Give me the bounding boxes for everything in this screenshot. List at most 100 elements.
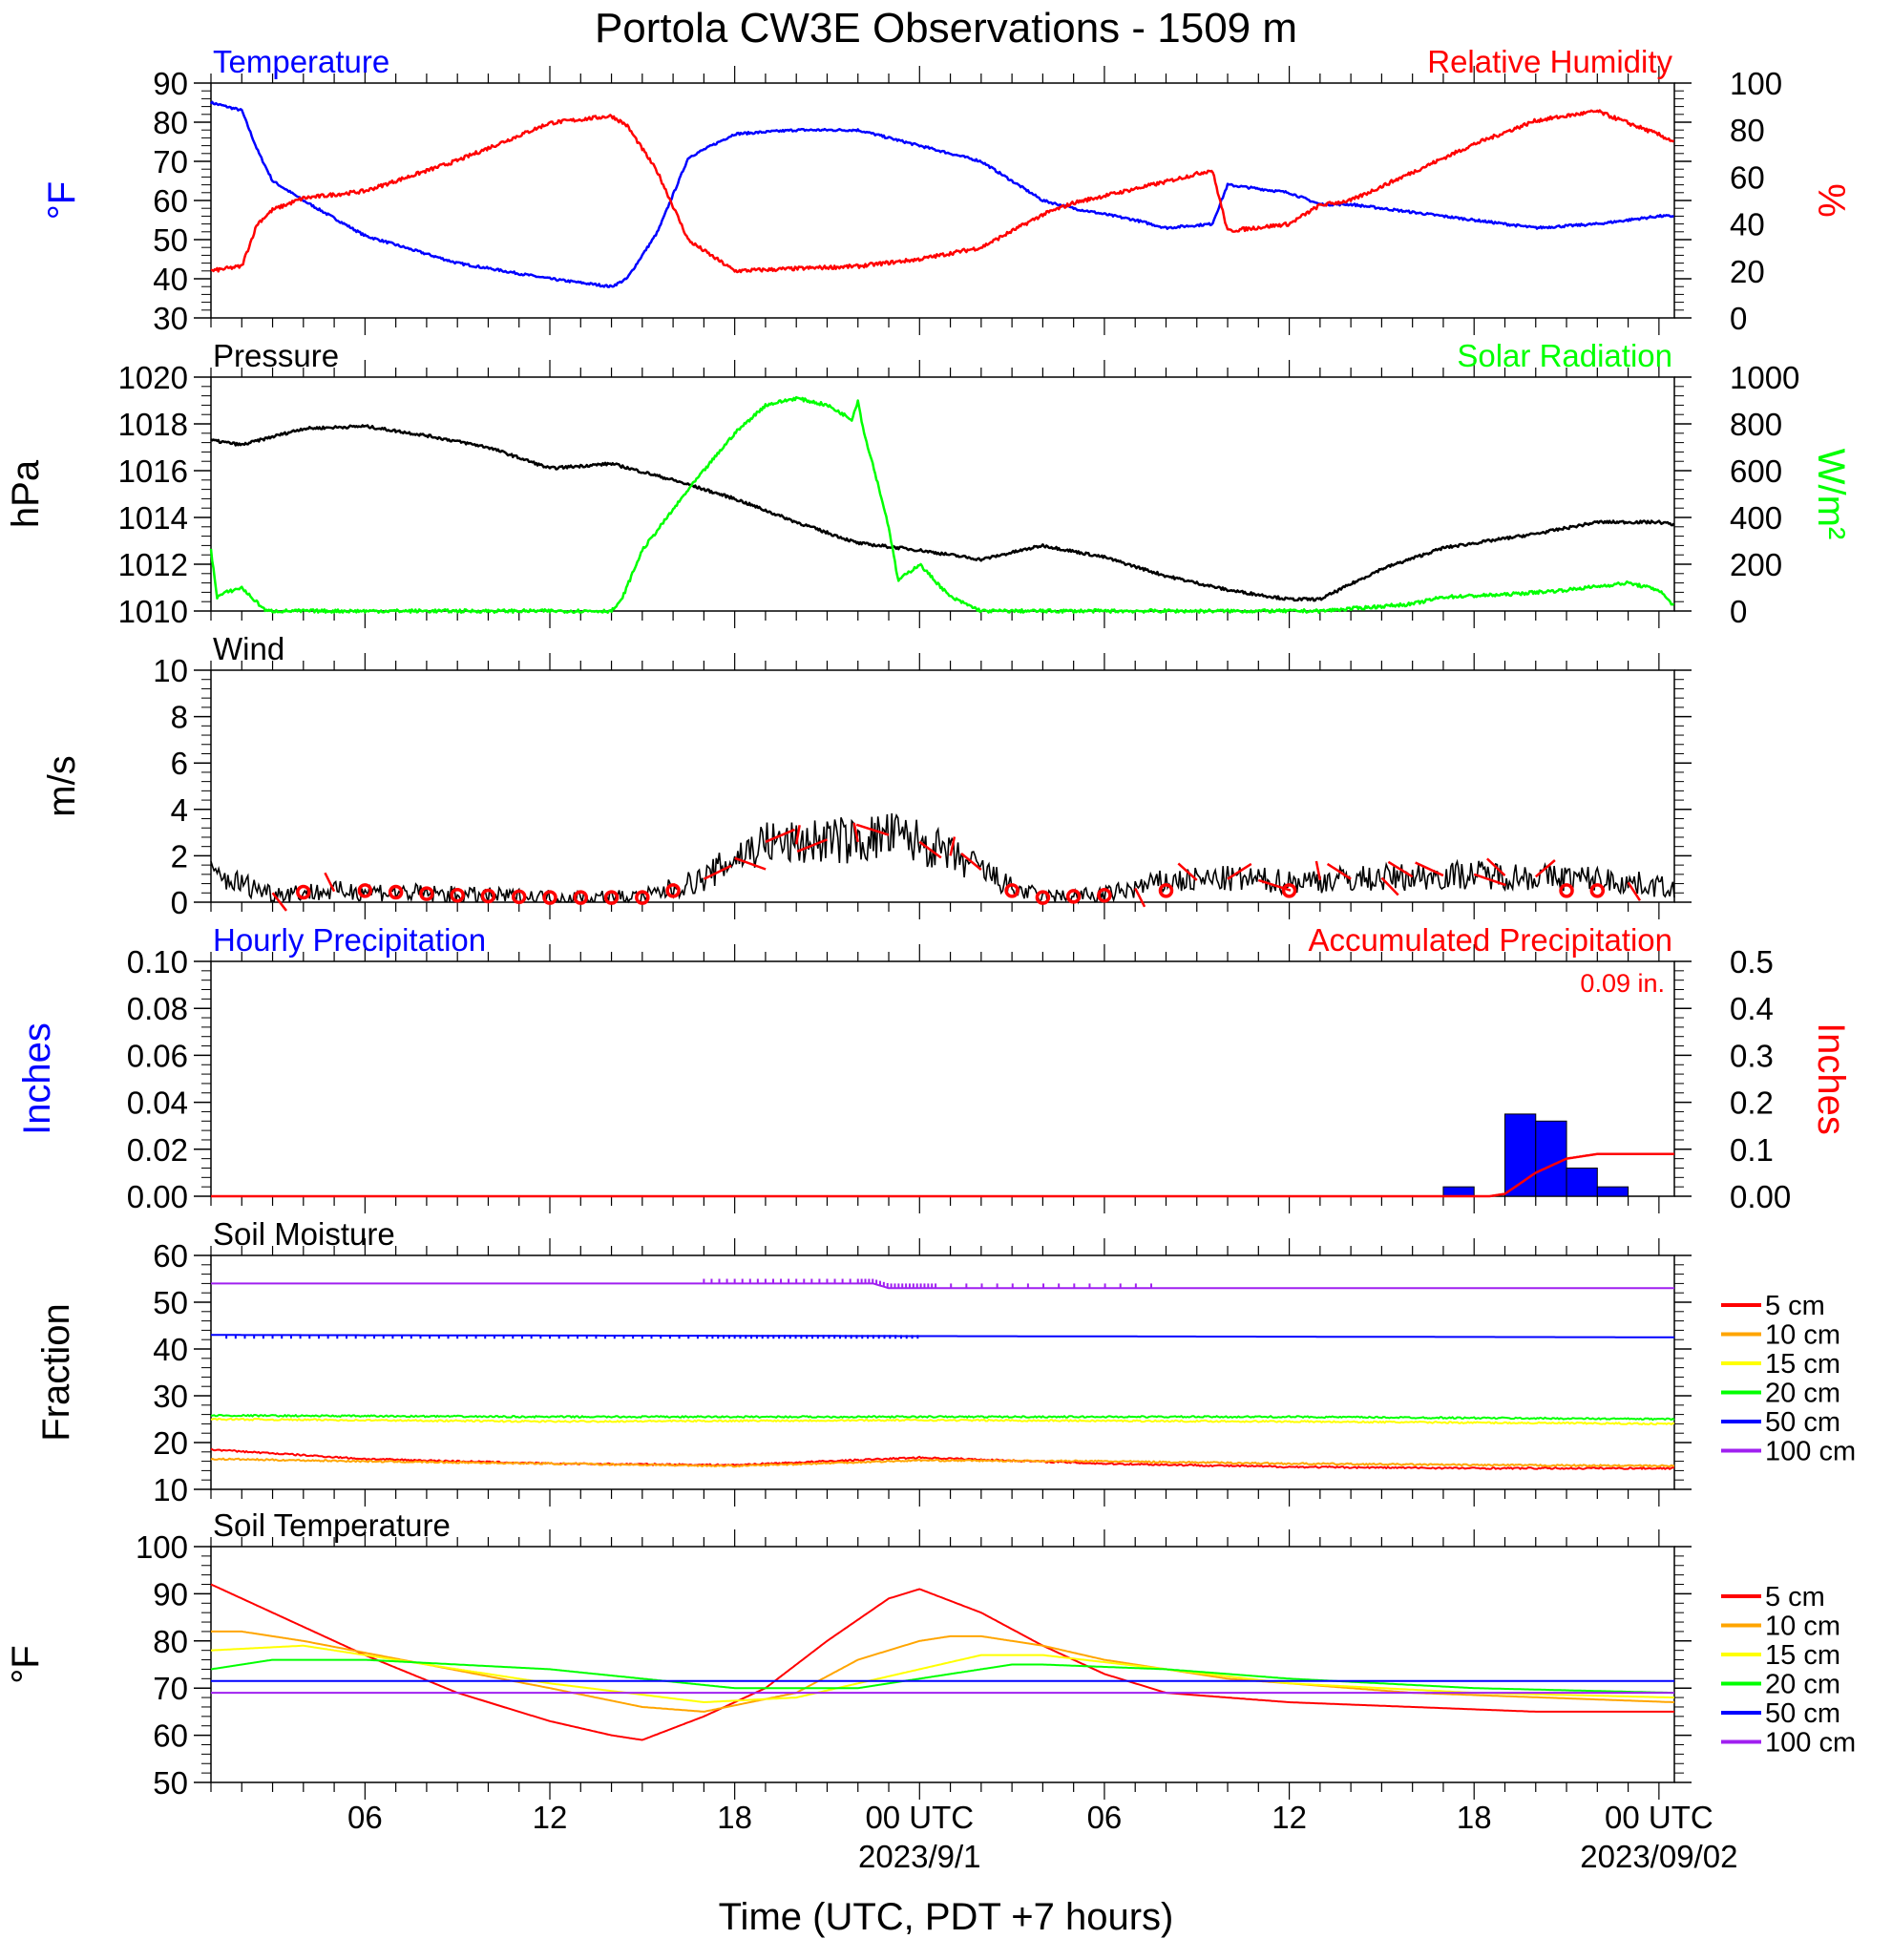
wind-calm-circle (603, 890, 620, 905)
x-tick-label: 00 UTC (865, 1800, 974, 1835)
y-tick-label: 70 (153, 1671, 188, 1706)
y-right-tick-label: 0.2 (1730, 1085, 1774, 1121)
wind-calm-circle (542, 890, 557, 905)
soil-line-10cm (211, 1630, 1674, 1713)
wind-barb (1227, 862, 1252, 880)
wind-barb (1380, 876, 1399, 896)
hourly-precip-bar (1566, 1167, 1598, 1197)
wind-barb (855, 823, 890, 836)
panel-frame (210, 82, 1675, 319)
y-tick-label: 80 (153, 1624, 188, 1659)
y-tick-label: 1014 (118, 500, 188, 536)
y-right-tick-label: 0 (1730, 594, 1747, 629)
wind-barb (852, 822, 859, 843)
legend-label: 100 cm (1765, 1728, 1856, 1759)
legend-label: 50 cm (1765, 1698, 1840, 1729)
panel-title-hourly-precip: Hourly Precipitation (213, 922, 486, 958)
panel-title-wind: Wind (213, 631, 284, 666)
y-axis-label-inches-right: Inches (1810, 1022, 1852, 1135)
wind-calm-circle (1035, 890, 1051, 905)
y-tick-label: 40 (153, 262, 188, 297)
panel-frame (210, 960, 1675, 1197)
y-tick-label: 1012 (118, 547, 188, 582)
legend-label: 15 cm (1765, 1640, 1840, 1671)
wind-barb (794, 825, 801, 845)
legend-label: 10 cm (1765, 1320, 1840, 1351)
wind-barb (960, 852, 982, 871)
y-right-tick-label: 0.1 (1730, 1132, 1774, 1168)
legend-label: 20 cm (1765, 1670, 1840, 1700)
y-tick-label: 20 (153, 1425, 188, 1461)
y-tick-label: 0.02 (127, 1132, 188, 1168)
wind-calm-circle (419, 886, 434, 901)
legend-label: 100 cm (1765, 1437, 1856, 1467)
y-tick-label: 50 (153, 1285, 188, 1320)
wind-calm-circle (450, 887, 465, 903)
legend-label: 10 cm (1765, 1612, 1840, 1642)
y-axis-label-temp: °F (41, 181, 83, 220)
y-right-tick-label: 80 (1730, 113, 1765, 148)
x-tick-label: 06 (1087, 1800, 1123, 1835)
wind-barb (1534, 859, 1556, 878)
panel-title-soil: Soil Temperature (213, 1507, 451, 1543)
y-tick-label: 90 (153, 66, 188, 101)
y-tick-label: 4 (171, 792, 188, 828)
wind-calm-circle (511, 889, 527, 905)
hourly-precip-bar (1535, 1120, 1567, 1197)
y-tick-label: 0.00 (127, 1179, 188, 1214)
wind-barb (1314, 860, 1322, 881)
panel-title-soil: Soil Moisture (213, 1216, 395, 1252)
y-tick-label: 60 (153, 1718, 188, 1754)
y-tick-label: 1016 (118, 453, 188, 489)
x-tick-label: 00 UTC (1605, 1800, 1713, 1835)
y-right-tick-label: 600 (1730, 453, 1782, 489)
wind-calm-circle (480, 888, 496, 904)
wind-barb (1627, 881, 1642, 902)
y-right-tick-label: 0.5 (1730, 944, 1774, 980)
y-tick-label: 90 (153, 1576, 188, 1612)
y-tick-label: 50 (153, 1765, 188, 1801)
hourly-precip-bar (1442, 1186, 1475, 1197)
y-right-tick-label: 0.3 (1730, 1038, 1774, 1073)
y-tick-label: 0.08 (127, 991, 188, 1026)
y-tick-label: 1018 (118, 407, 188, 442)
solar-radiation-line (209, 395, 1675, 614)
wind-barb (918, 840, 942, 859)
y-tick-label: 0 (171, 885, 188, 920)
panel-frame (210, 669, 1675, 903)
y-tick-label: 0.04 (127, 1085, 188, 1121)
pressure-line (210, 424, 1675, 602)
soil-line-15cm (210, 1417, 1675, 1426)
y-tick-label: 1020 (118, 360, 188, 395)
wind-barb (1473, 873, 1506, 887)
y-tick-label: 40 (153, 1332, 188, 1367)
legend-label: 5 cm (1765, 1582, 1825, 1612)
x-tick-label: 06 (347, 1800, 383, 1835)
x-date-label: 2023/9/1 (858, 1839, 980, 1874)
temperature-line (209, 100, 1674, 288)
wind-speed-line (210, 812, 1675, 905)
wind-barb (324, 872, 336, 893)
wind-calm-circle (635, 890, 650, 905)
rh-line (210, 109, 1675, 274)
y-axis-label-soil: Fraction (35, 1303, 77, 1442)
wind-calm-circle (388, 884, 404, 900)
panel-title-rh: Relative Humidity (1427, 44, 1672, 79)
hourly-precip-bar (1596, 1186, 1629, 1197)
soil-line-50cm (211, 1334, 1675, 1338)
panel-title-solar: Solar Radiation (1457, 338, 1672, 373)
wind-calm-circle (1097, 887, 1112, 903)
soil-line-15cm (210, 1644, 1675, 1703)
y-axis-label-wm2: W/m² (1810, 449, 1852, 540)
x-tick-label: 18 (1457, 1800, 1492, 1835)
wind-calm-circle (1158, 883, 1174, 898)
y-right-tick-label: 1000 (1730, 360, 1799, 395)
wind-barb (1177, 862, 1198, 881)
soil-line-5cm (210, 1447, 1675, 1470)
y-tick-label: 30 (153, 301, 188, 336)
panel-title-pressure: Pressure (213, 338, 339, 373)
y-tick-label: 50 (153, 222, 188, 258)
legend-label: 5 cm (1765, 1291, 1825, 1321)
wind-barb (1387, 860, 1414, 878)
